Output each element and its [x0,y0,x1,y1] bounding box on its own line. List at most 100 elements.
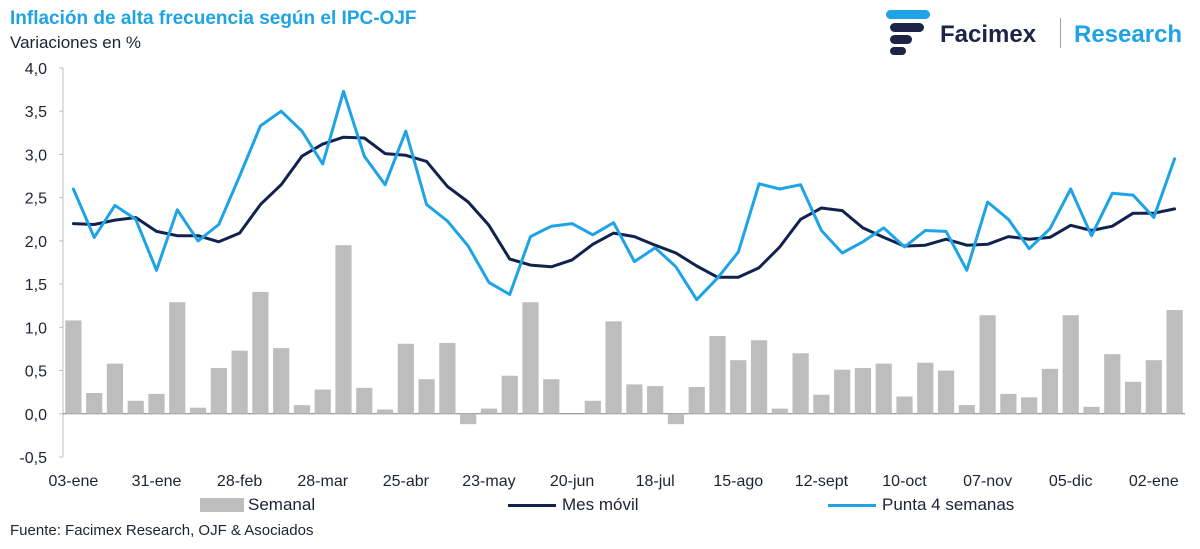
x-tick-label: 25-abr [383,473,430,490]
bar-semanal [210,367,227,414]
x-tick-label: 07-nov [963,473,1012,490]
bar-semanal [730,360,747,414]
bar-semanal [397,343,414,414]
bar-semanal [293,405,311,414]
x-tick-label: 10-oct [882,473,927,490]
bar-semanal [813,394,830,414]
x-tick-label: 28-feb [217,473,262,490]
logo-divider [1060,18,1061,48]
bar-semanal [626,384,643,414]
bar-semanal [169,302,186,414]
bar-semanal [688,386,705,414]
bar-semanal [834,369,851,414]
bar-semanal [356,387,373,414]
bar-semanal [543,379,560,414]
bar-semanal [1166,310,1183,414]
x-tick-label: 05-dic [1049,473,1093,490]
bar-semanal [252,291,269,414]
bar-semanal [65,320,82,414]
x-axis-ticks: 03-ene 31-ene 28-feb 28-mar 25-abr 23-may 20-j… [48,473,1178,490]
bar-semanal [667,413,685,425]
bar-semanal [1062,315,1079,414]
bar-semanal [647,386,664,414]
y-tick-label: 1,0 [25,320,47,337]
y-tick-label: 0,5 [25,364,47,381]
x-tick-label: 15-ago [713,473,763,490]
bar-semanal [189,407,207,414]
x-tick-label: 31-ene [132,473,182,490]
bar-semanal [376,409,394,414]
facimex-mark-icon [886,10,930,55]
bar-semanal [335,245,352,414]
bar-semanal [771,408,788,414]
bar-semanal [709,335,726,414]
x-tick-label: 18-jul [636,473,675,490]
legend-semanal: Semanal [200,495,315,515]
x-tick-label: 02-ene [1129,473,1179,490]
line-mes-movil [71,135,1177,279]
legend-mes-movil: Mes móvil [508,495,639,515]
bar-semanal [854,367,872,414]
bars-layer [65,245,1183,425]
x-tick-label: 12-sept [795,473,849,490]
bar-semanal [127,400,144,414]
bar-semanal [1104,354,1121,414]
bar-semanal [584,400,601,414]
x-tick-label: 23-may [462,473,515,490]
bar-semanal [1021,397,1038,414]
bar-semanal [273,348,290,414]
x-tick-label: 03-ene [48,473,98,490]
logo-division: Research [1074,21,1183,48]
bar-semanal [792,353,809,414]
bar-semanal [917,362,934,414]
x-tick-label: 28-mar [297,473,348,490]
bar-semanal [1041,368,1059,414]
bar-semanal [460,413,477,425]
legend-swatch-semanal [200,498,244,512]
x-tick-label: 20-jun [550,473,594,490]
line-punta-4-semanas [71,89,1177,302]
chart-title: Inflación de alta frecuencia según el IP… [10,8,417,29]
logo-name: Facimex [940,21,1037,48]
chart-subtitle: Variaciones en % [10,33,142,52]
grid-layer [62,68,1185,457]
bar-semanal [979,315,996,414]
bar-semanal [1124,381,1142,414]
bar-semanal [231,350,248,414]
legend-swatch-punta [828,503,876,507]
legend-label-semanal: Semanal [248,495,316,514]
bar-semanal [896,396,913,414]
y-tick-label: 4,0 [25,61,47,78]
y-tick-label: 2,5 [25,191,47,208]
bar-semanal [501,375,518,414]
facimex-logo: Facimex Research [884,6,1200,58]
bar-semanal [148,393,165,414]
lines-layer [71,89,1177,302]
y-tick-label: 3,5 [25,104,47,121]
y-tick-label: 3,0 [25,147,47,164]
bar-semanal [937,370,955,414]
bar-semanal [875,363,892,414]
bar-semanal [439,342,456,414]
bar-semanal [958,405,975,414]
bar-semanal [418,379,435,414]
bar-semanal [1145,360,1162,414]
bar-semanal [605,321,622,414]
legend-label-mes-movil: Mes móvil [562,495,639,514]
bar-semanal [480,408,498,414]
legend-label-punta: Punta 4 semanas [882,495,1015,514]
bar-semanal [106,363,124,414]
source-note: Fuente: Facimex Research, OJF & Asociado… [10,522,314,539]
legend-swatch-mes-movil [508,503,556,507]
bar-semanal [1083,406,1100,414]
y-axis-ticks: -0,5 0,0 0,5 1,0 1,5 2,0 2,5 3,0 3,5 4,0 [19,61,63,467]
y-tick-label: 1,5 [25,277,47,294]
bar-semanal [522,302,539,414]
bar-semanal [314,389,331,414]
y-tick-label: 2,0 [25,234,47,251]
y-tick-label: -0,5 [19,450,47,467]
legend-punta: Punta 4 semanas [828,495,1014,515]
y-tick-label: 0,0 [25,407,47,424]
bar-semanal [1000,393,1017,414]
